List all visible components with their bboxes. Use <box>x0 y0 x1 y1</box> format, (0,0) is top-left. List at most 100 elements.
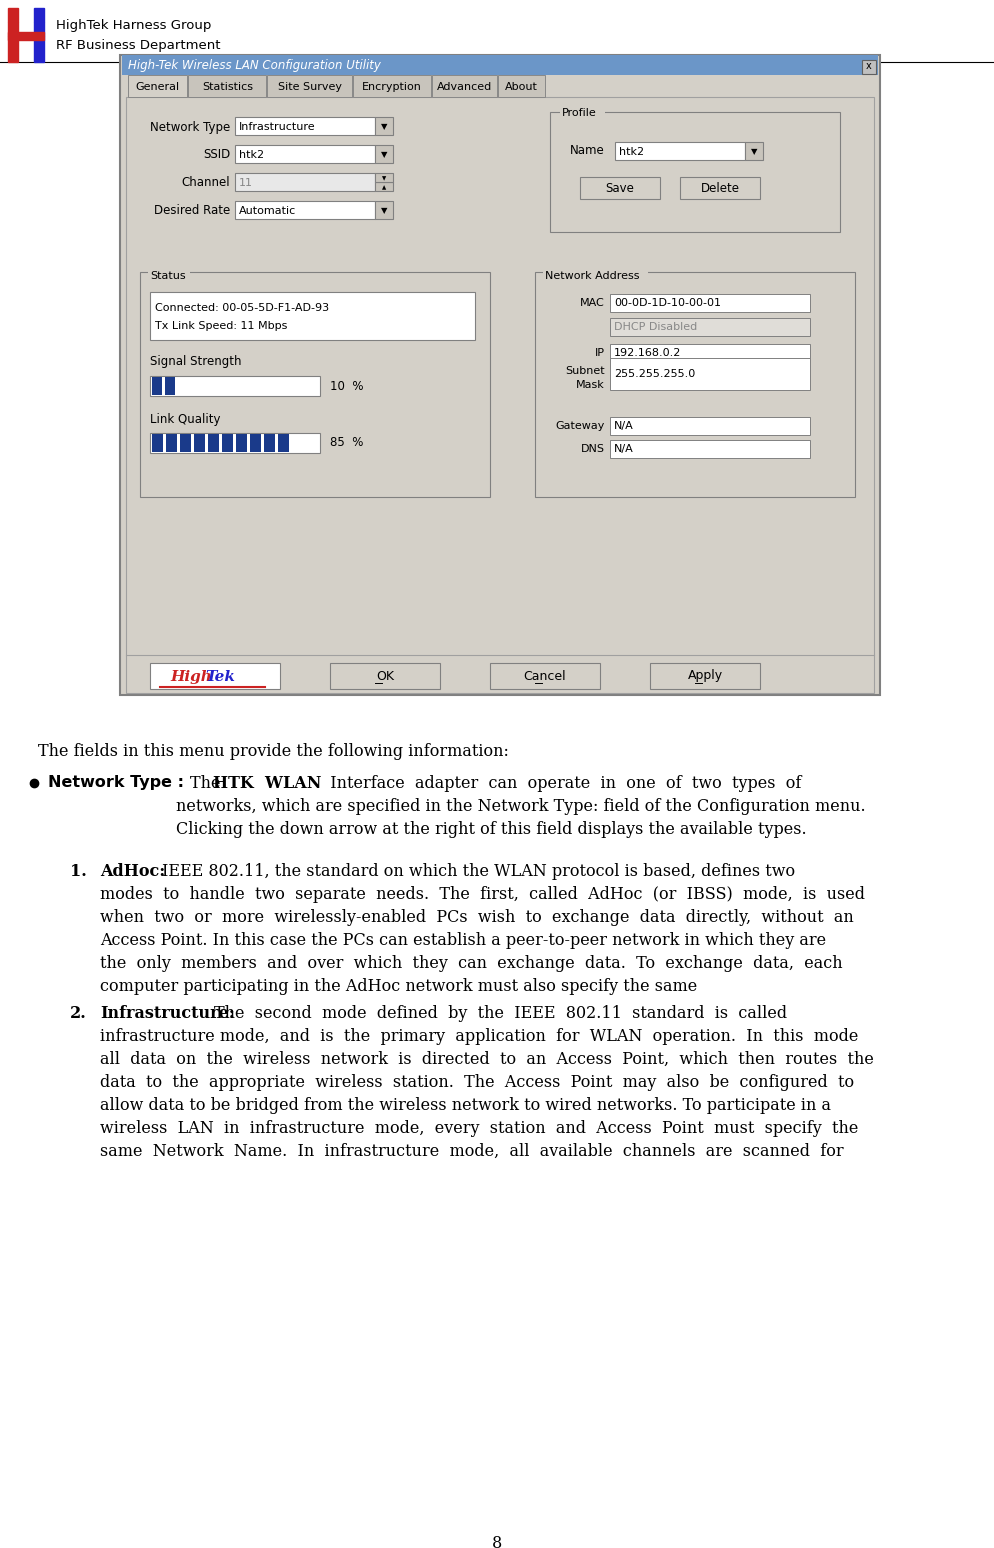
Bar <box>235 146 375 163</box>
Text: Apply: Apply <box>687 669 722 683</box>
Text: Signal Strength: Signal Strength <box>150 356 242 368</box>
Bar <box>609 317 809 336</box>
Text: when  two  or  more  wirelessly-enabled  PCs  wish  to  exchange  data  directly: when two or more wirelessly-enabled PCs … <box>100 909 853 926</box>
Text: IEEE 802.11, the standard on which the WLAN protocol is based, defines two: IEEE 802.11, the standard on which the W… <box>162 862 794 879</box>
Text: SSID: SSID <box>203 149 230 161</box>
Text: 8: 8 <box>491 1536 502 1548</box>
Text: Name: Name <box>570 144 604 156</box>
Text: 192.168.0.2: 192.168.0.2 <box>613 348 681 358</box>
Text: Subnet: Subnet <box>565 365 604 376</box>
Bar <box>8 22 18 36</box>
Bar <box>34 8 44 22</box>
Text: 11: 11 <box>239 178 252 187</box>
Text: HTK  WLAN: HTK WLAN <box>213 776 321 793</box>
Text: 00-0D-1D-10-00-01: 00-0D-1D-10-00-01 <box>613 299 721 308</box>
Bar <box>152 433 163 452</box>
Bar <box>649 663 759 689</box>
Text: Site Survey: Site Survey <box>277 82 341 91</box>
Bar <box>489 663 599 689</box>
Bar <box>150 376 320 396</box>
Text: Tx Link Speed: 11 Mbps: Tx Link Speed: 11 Mbps <box>155 320 287 331</box>
Text: Network Type: Network Type <box>150 121 230 133</box>
Text: DNS: DNS <box>580 444 604 454</box>
Bar <box>330 663 439 689</box>
Bar <box>236 433 247 452</box>
Text: MAC: MAC <box>580 299 604 308</box>
Bar <box>609 440 809 458</box>
Text: 10  %: 10 % <box>330 379 363 393</box>
Text: ▼: ▼ <box>382 176 386 181</box>
Bar <box>352 74 430 98</box>
Bar <box>543 269 647 279</box>
Text: all  data  on  the  wireless  network  is  directed  to  an  Access  Point,  whi: all data on the wireless network is dire… <box>100 1051 873 1068</box>
Text: Network Address: Network Address <box>545 271 639 282</box>
Text: modes  to  handle  two  separate  needs.  The  first,  called  AdHoc  (or  IBSS): modes to handle two separate needs. The … <box>100 885 864 902</box>
Bar <box>34 36 44 62</box>
Bar <box>8 33 44 40</box>
Text: Mask: Mask <box>576 379 604 390</box>
Text: Tek: Tek <box>205 670 235 684</box>
Bar <box>126 98 873 694</box>
Text: the  only  members  and  over  which  they  can  exchange  data.  To  exchange  : the only members and over which they can… <box>100 955 842 972</box>
Bar <box>263 433 274 452</box>
Text: About: About <box>505 82 538 91</box>
Text: OK: OK <box>376 669 394 683</box>
Text: Network Type :: Network Type : <box>48 776 184 789</box>
Bar <box>609 416 809 435</box>
Text: Gateway: Gateway <box>555 421 604 430</box>
Bar <box>34 22 44 36</box>
Bar <box>267 74 351 98</box>
Bar <box>235 173 375 190</box>
Text: Infrastructure:: Infrastructure: <box>100 1005 235 1022</box>
Bar <box>614 142 745 159</box>
Bar <box>150 433 320 454</box>
Text: General: General <box>135 82 180 91</box>
Text: Encryption: Encryption <box>361 82 421 91</box>
Text: Automatic: Automatic <box>239 206 296 217</box>
Bar <box>580 176 659 200</box>
Text: Interface  adapter  can  operate  in  one  of  two  types  of: Interface adapter can operate in one of … <box>320 776 800 793</box>
Bar <box>861 60 875 74</box>
Bar <box>431 74 497 98</box>
Text: Infrastructure: Infrastructure <box>239 122 315 132</box>
Text: ▼: ▼ <box>381 206 387 215</box>
Bar <box>150 293 474 341</box>
Text: Clicking the down arrow at the right of this field displays the available types.: Clicking the down arrow at the right of … <box>176 820 806 837</box>
Text: Status: Status <box>150 271 186 282</box>
Text: The  second  mode  defined  by  the  IEEE  802.11  standard  is  called: The second mode defined by the IEEE 802.… <box>214 1005 786 1022</box>
Bar <box>498 74 545 98</box>
Bar <box>165 378 175 395</box>
Text: Save: Save <box>605 181 634 195</box>
Bar <box>180 433 191 452</box>
Bar <box>375 146 393 163</box>
Text: The: The <box>190 776 226 793</box>
Bar <box>208 433 219 452</box>
Text: Statistics: Statistics <box>202 82 252 91</box>
Bar <box>140 272 489 497</box>
Text: RF Business Department: RF Business Department <box>56 40 221 53</box>
Text: networks, which are specified in the Network Type: field of the Configuration me: networks, which are specified in the Net… <box>176 799 865 814</box>
Bar <box>535 272 854 497</box>
Text: IP: IP <box>594 348 604 358</box>
Text: High: High <box>170 670 212 684</box>
Text: Link Quality: Link Quality <box>150 412 221 426</box>
Bar <box>120 56 879 695</box>
Bar <box>277 433 288 452</box>
Text: Advanced: Advanced <box>436 82 491 91</box>
Text: data  to  the  appropriate  wireless  station.  The  Access  Point  may  also  b: data to the appropriate wireless station… <box>100 1074 853 1091</box>
Text: AdHoc:: AdHoc: <box>100 862 165 879</box>
Text: Profile: Profile <box>562 108 596 118</box>
Text: 85  %: 85 % <box>330 437 363 449</box>
Bar <box>375 173 393 183</box>
Text: Channel: Channel <box>181 176 230 189</box>
Bar <box>8 36 18 62</box>
Text: Desired Rate: Desired Rate <box>154 204 230 218</box>
Bar <box>375 118 393 135</box>
Bar <box>235 118 375 135</box>
Bar <box>148 269 190 279</box>
Text: same  Network  Name.  In  infrastructure  mode,  all  available  channels  are  : same Network Name. In infrastructure mod… <box>100 1142 843 1159</box>
Text: allow data to be bridged from the wireless network to wired networks. To partici: allow data to be bridged from the wirele… <box>100 1098 830 1115</box>
Bar <box>235 201 375 218</box>
Text: wireless  LAN  in  infrastructure  mode,  every  station  and  Access  Point  mu: wireless LAN in infrastructure mode, eve… <box>100 1121 858 1136</box>
Bar <box>550 111 839 232</box>
